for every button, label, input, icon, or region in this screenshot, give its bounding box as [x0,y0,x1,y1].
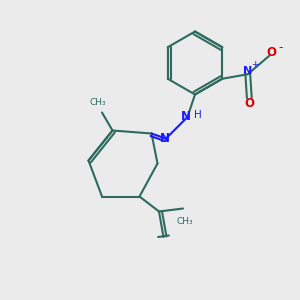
Text: CH₃: CH₃ [176,217,193,226]
Text: O: O [266,46,276,59]
Text: +: + [250,60,258,69]
Text: N: N [181,110,191,124]
Text: N: N [243,66,252,76]
Text: H: H [194,110,202,121]
Text: N: N [159,132,170,145]
Text: CH₃: CH₃ [89,98,106,107]
Text: -: - [278,41,283,54]
Text: O: O [244,97,254,110]
